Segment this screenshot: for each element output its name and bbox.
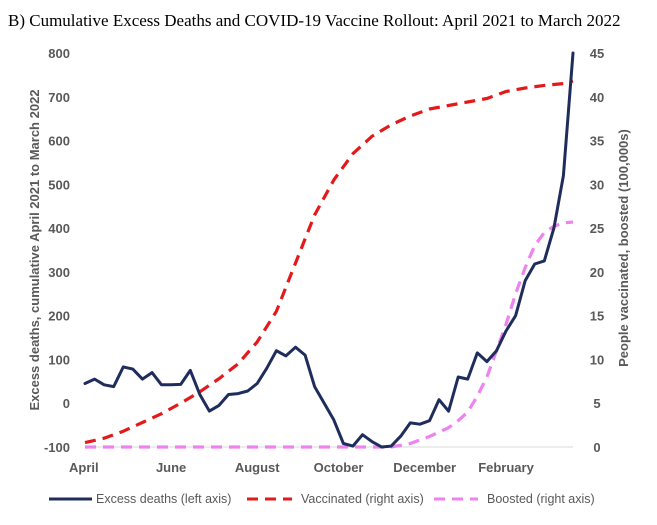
- y-right-tick-label: 45: [590, 46, 604, 61]
- series-layer: [83, 51, 575, 449]
- right-axis-ticks: 0 5 10 15 20 25 30 35 40 45: [590, 46, 604, 455]
- x-tick-label: December: [393, 460, 456, 475]
- legend-label: Boosted (right axis): [487, 492, 595, 506]
- x-tick-label: June: [156, 460, 186, 475]
- y-right-tick-label: 35: [590, 134, 604, 149]
- series-line-boosted-right-axis: [85, 220, 574, 449]
- y-right-tick-label: 5: [593, 396, 600, 411]
- y-left-tick-label: 700: [48, 90, 70, 105]
- y-axis-right-label: People vaccinated, boosted (100,000s): [616, 129, 631, 367]
- y-right-tick-label: 25: [590, 221, 604, 236]
- x-axis-month-labels: April June August October December February: [69, 460, 535, 475]
- y-right-tick-label: 30: [590, 177, 604, 192]
- y-left-tick-label: 100: [48, 352, 70, 367]
- x-tick-label: February: [478, 460, 534, 475]
- series-line-excess-deaths-left-axis: [83, 51, 575, 449]
- legend-label: Vaccinated (right axis): [301, 492, 424, 506]
- y-right-tick-label: 40: [590, 90, 604, 105]
- chart-title: B) Cumulative Excess Deaths and COVID-19…: [8, 11, 621, 30]
- y-left-tick-label: 300: [48, 265, 70, 280]
- y-right-tick-label: 20: [590, 265, 604, 280]
- series-line-vaccinated-right-axis: [84, 79, 574, 445]
- y-axis-left-label: Excess deaths, cumulative April 2021 to …: [27, 89, 42, 410]
- y-left-tick-label: 400: [48, 221, 70, 236]
- legend: Excess deaths (left axis) Vaccinated (rig…: [49, 492, 595, 506]
- y-left-tick-label: 0: [63, 396, 70, 411]
- left-axis-ticks: -100 0 100 200 300 400 500 600 700 800: [44, 46, 70, 455]
- y-right-tick-label: 15: [590, 309, 604, 324]
- legend-label: Excess deaths (left axis): [96, 492, 231, 506]
- y-left-tick-label: 800: [48, 46, 70, 61]
- y-left-tick-label: 500: [48, 177, 70, 192]
- y-left-tick-label: 200: [48, 309, 70, 324]
- x-tick-label: August: [235, 460, 280, 475]
- y-right-tick-label: 10: [590, 352, 604, 367]
- x-tick-label: April: [69, 460, 99, 475]
- y-left-tick-label: -100: [44, 440, 70, 455]
- x-tick-label: October: [314, 460, 364, 475]
- y-left-tick-label: 600: [48, 134, 70, 149]
- y-right-tick-label: 0: [593, 440, 600, 455]
